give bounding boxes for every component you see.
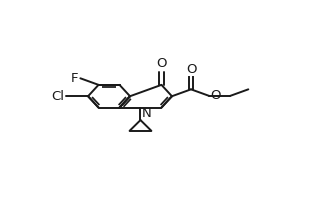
Text: Cl: Cl (51, 90, 64, 103)
Text: O: O (156, 57, 167, 71)
Text: F: F (71, 72, 78, 85)
Text: N: N (142, 107, 151, 120)
Text: O: O (210, 89, 221, 102)
Text: O: O (186, 63, 196, 76)
